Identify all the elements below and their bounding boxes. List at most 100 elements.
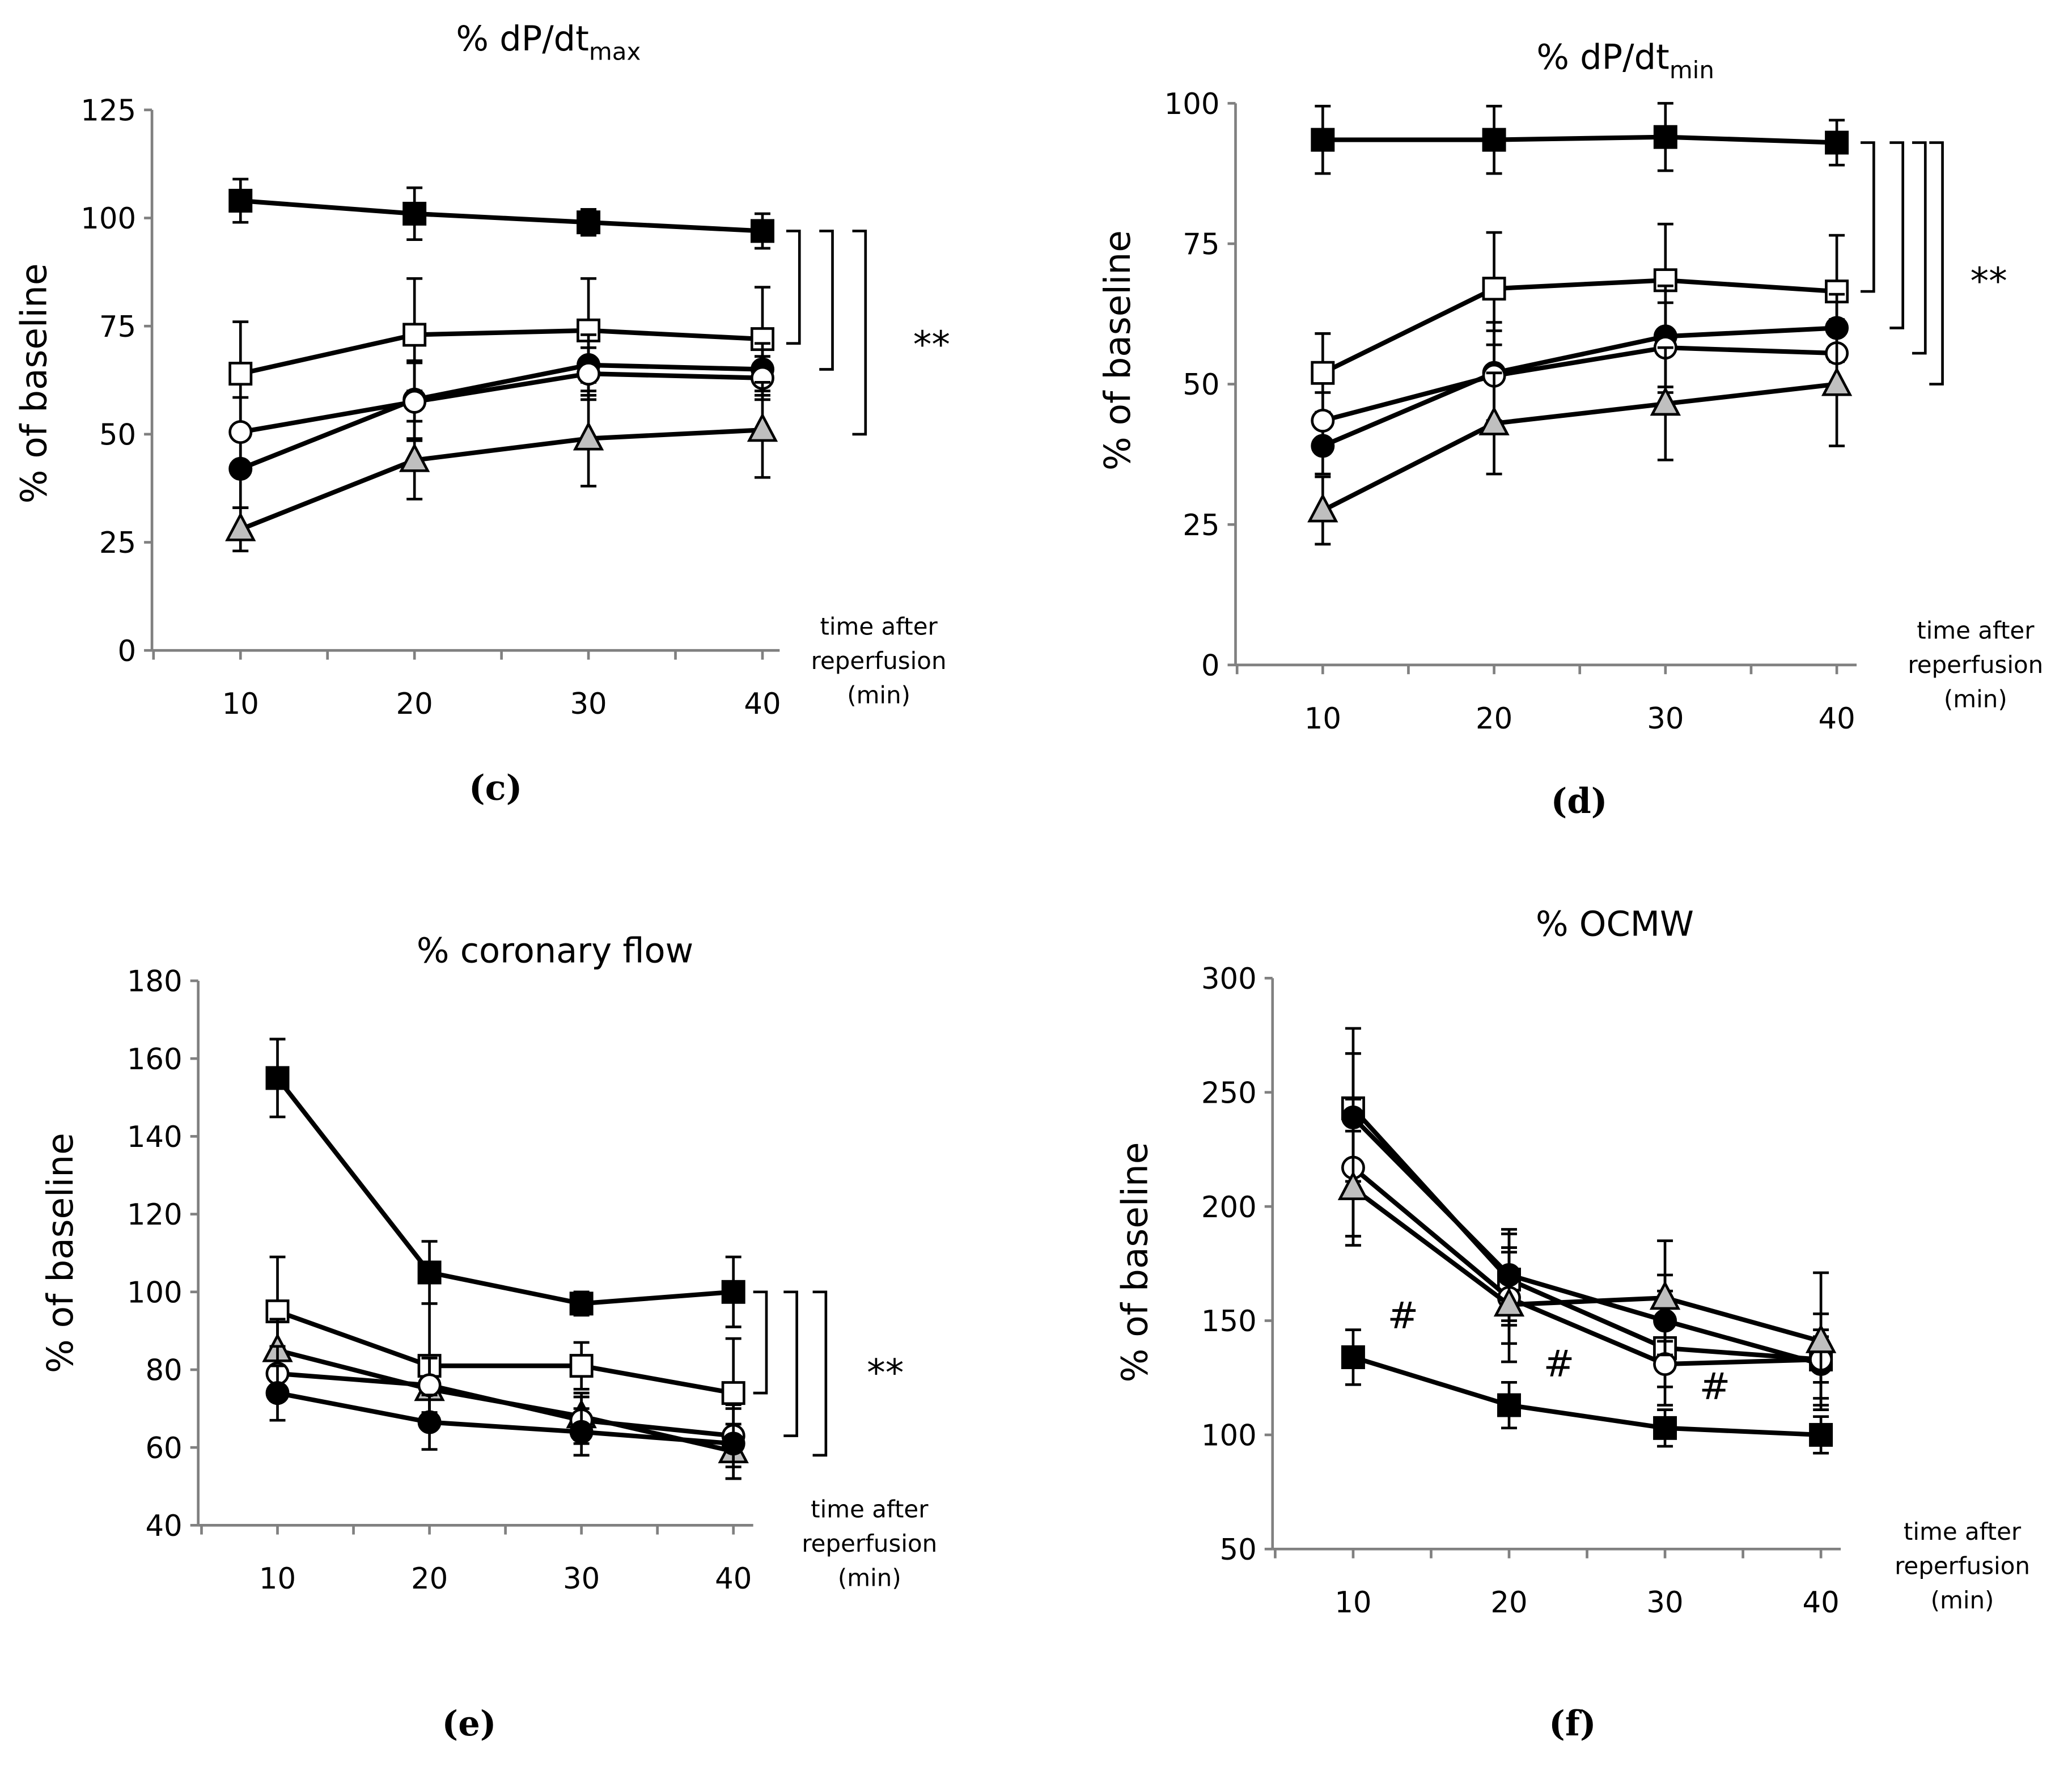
x-tick-label: 40: [715, 1562, 752, 1596]
y-tick-label: 125: [80, 94, 136, 128]
y-tick-label: 75: [99, 310, 136, 344]
data-point: [1311, 361, 1335, 385]
significance-bracket: [783, 1290, 798, 1437]
y-tick-label: 25: [1183, 509, 1219, 543]
data-point: [1649, 1280, 1681, 1310]
series-line: [1321, 278, 1837, 375]
chart-title-subscript: max: [589, 37, 641, 65]
x-tick-label: 10: [1304, 702, 1341, 736]
data-point: [1482, 128, 1506, 152]
data-point: [417, 1410, 442, 1434]
x-tick-label: 40: [1802, 1586, 1839, 1620]
series-line: [240, 328, 763, 376]
x-tick-label: 20: [1490, 1586, 1527, 1620]
data-point: [265, 1381, 290, 1405]
x-tick-label: 20: [1476, 702, 1512, 736]
data-point: [1653, 125, 1677, 149]
y-tick-label: 50: [99, 418, 136, 452]
x-axis-label: reperfusion: [1908, 651, 2043, 679]
y-tick-label: 250: [1201, 1076, 1257, 1110]
hash-marker: #: [1544, 1342, 1575, 1385]
data-point: [228, 362, 253, 386]
series-line: [277, 1391, 734, 1446]
data-point: [399, 443, 430, 472]
x-axis-label: time after: [811, 1495, 929, 1523]
chart-title: % coronary flow: [417, 931, 693, 971]
series-open-square: [265, 1255, 745, 1449]
data-point: [1482, 277, 1506, 301]
x-tick-label: 40: [744, 687, 781, 721]
x-axis-label: time after: [820, 612, 938, 640]
y-tick-label: 60: [145, 1432, 182, 1466]
series-line: [1351, 1186, 1822, 1344]
series-line: [277, 1371, 734, 1438]
significance-bracket: [1861, 141, 1875, 293]
chart-title: % OCMW: [1536, 905, 1694, 945]
significance-bracket: [819, 230, 834, 371]
chart-panel-e: 40 60 80 100 120 140 160 180 10 20 30 40 % coronary …: [40, 931, 937, 1744]
panel-label: (f): [1549, 1704, 1596, 1744]
x-tick-label: 10: [259, 1562, 296, 1596]
series-line: [1322, 345, 1837, 423]
significance-marker: **: [867, 1351, 904, 1394]
x-tick-label: 30: [1647, 702, 1684, 736]
y-axis-label: % of baseline: [40, 1133, 81, 1373]
data-point: [1653, 1352, 1677, 1377]
data-point: [1307, 493, 1338, 523]
data-point: [577, 210, 601, 235]
series-line: [276, 1076, 734, 1306]
significance-marker: **: [913, 323, 950, 366]
data-point: [1805, 1324, 1837, 1353]
series-open-circle: [1311, 301, 1849, 450]
series-gray-triangle: [1337, 1129, 1837, 1411]
data-point: [1821, 366, 1853, 396]
panel-label: (e): [442, 1704, 497, 1744]
significance-bracket: [812, 1290, 828, 1457]
x-axis-label: (min): [1944, 685, 2007, 713]
y-tick-label: 50: [1220, 1533, 1257, 1567]
data-point: [751, 219, 774, 243]
x-tick-label: 10: [222, 687, 259, 721]
data-point: [573, 421, 604, 451]
significance-bracket: [753, 1290, 768, 1395]
y-tick-label: 0: [117, 634, 136, 668]
y-tick-label: 25: [99, 526, 136, 560]
x-axis-label: time after: [1917, 616, 2035, 644]
y-tick-label: 140: [127, 1120, 183, 1154]
hash-marker: #: [1700, 1365, 1731, 1408]
significance-bracket: [786, 230, 801, 345]
data-point: [1311, 128, 1335, 152]
data-point: [228, 420, 253, 444]
series-line: [1351, 1116, 1822, 1366]
significance-bracket: [1889, 141, 1904, 329]
x-tick-label: 30: [563, 1562, 600, 1596]
y-tick-label: 75: [1183, 228, 1219, 262]
y-tick-label: 150: [1201, 1305, 1257, 1339]
chart-title-main: % dP/dt: [1536, 38, 1669, 78]
data-point: [228, 189, 253, 213]
data-point: [1341, 1345, 1365, 1369]
y-tick-label: 40: [145, 1509, 182, 1543]
series-filled-circle: [265, 1364, 745, 1480]
significance-marker: **: [1971, 260, 2007, 303]
y-axis-label: % of baseline: [1097, 230, 1138, 471]
y-tick-label: 200: [1201, 1191, 1257, 1225]
chart-title-main: % coronary flow: [417, 931, 693, 971]
x-axis-label: reperfusion: [802, 1530, 937, 1557]
chart-title-subscript: min: [1670, 56, 1714, 84]
x-axis-label: time after: [1904, 1518, 2022, 1545]
panel-label: (c): [469, 768, 522, 808]
chart-title-main: % dP/dt: [456, 19, 588, 59]
series-line: [1323, 134, 1837, 145]
x-axis-label: reperfusion: [1895, 1552, 2030, 1580]
data-point: [1311, 408, 1335, 433]
data-point: [569, 1291, 594, 1316]
data-point: [1337, 1171, 1369, 1200]
data-point: [402, 201, 427, 226]
chart-title: % dP/dtmin: [1536, 38, 1714, 84]
chart-title-main: % OCMW: [1536, 905, 1694, 945]
data-point: [1825, 130, 1849, 155]
data-point: [1809, 1422, 1833, 1447]
y-tick-label: 0: [1201, 649, 1220, 683]
